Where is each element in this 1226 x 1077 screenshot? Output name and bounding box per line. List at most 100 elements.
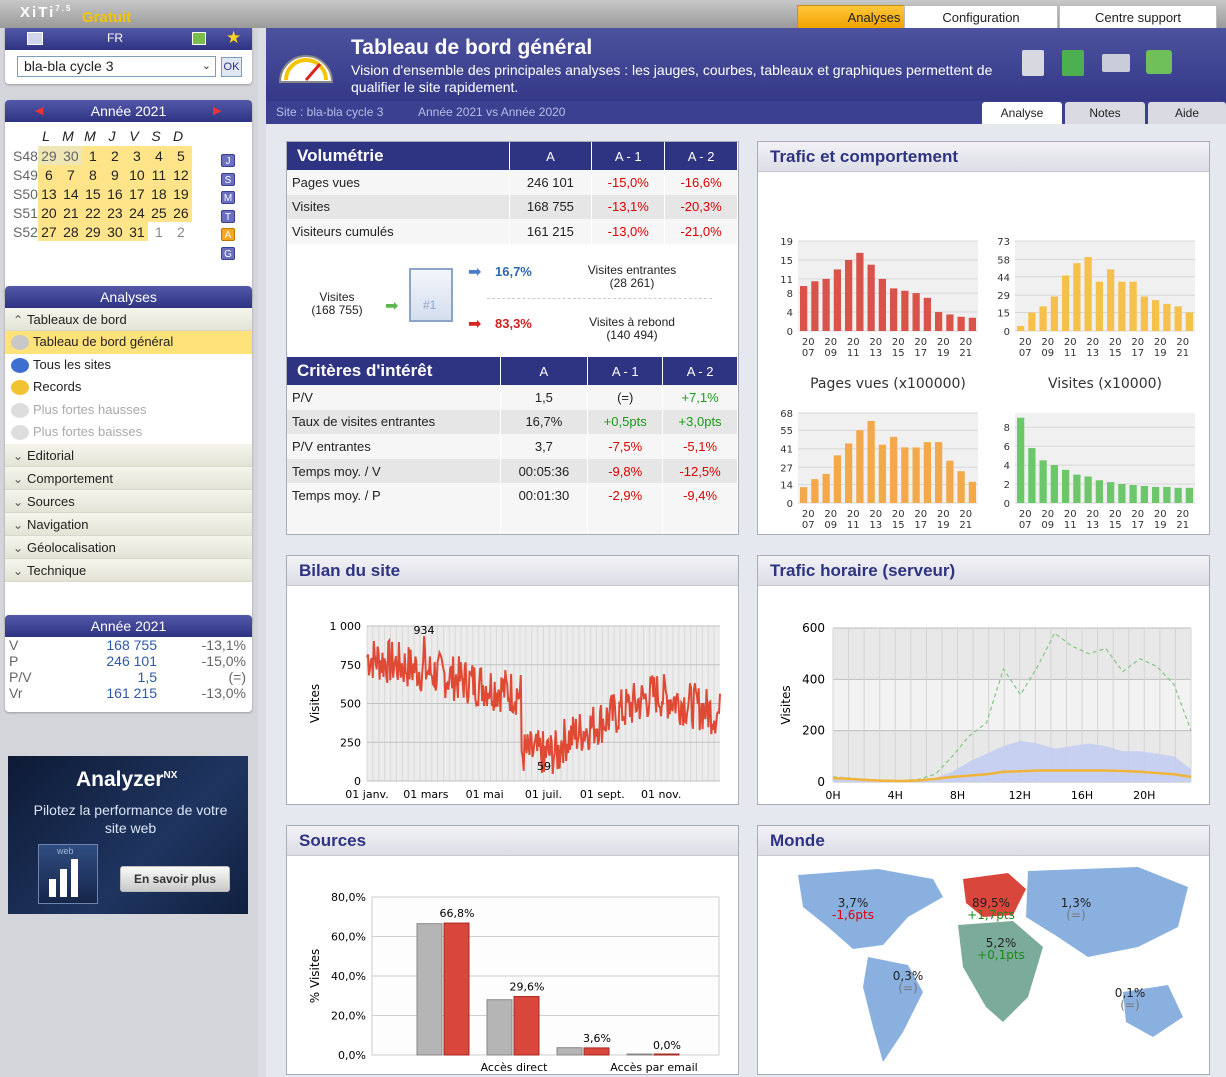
- week-number[interactable]: S48: [13, 147, 38, 164]
- bar[interactable]: [833, 269, 841, 331]
- bar[interactable]: [1073, 263, 1081, 331]
- map-asia[interactable]: [1026, 867, 1188, 957]
- map-north-america[interactable]: [798, 869, 943, 949]
- period-letter-button[interactable]: T: [221, 209, 235, 223]
- calendar-day[interactable]: 1: [155, 223, 163, 240]
- bar[interactable]: [912, 447, 920, 503]
- calendar-day[interactable]: 16: [103, 184, 126, 203]
- calendar-day[interactable]: 24: [125, 203, 148, 222]
- tab-analyse[interactable]: Analyse: [982, 102, 1062, 124]
- nav-item[interactable]: ⌃ Tableaux de bord: [5, 308, 252, 331]
- xiti-logo[interactable]: XiTi7.5: [20, 4, 73, 21]
- week-number[interactable]: S52: [13, 223, 38, 240]
- language-selector[interactable]: FR: [107, 31, 123, 45]
- bar[interactable]: [486, 999, 513, 1056]
- excel-export-icon[interactable]: [1062, 50, 1084, 76]
- nav-item[interactable]: ⌄ Navigation: [5, 512, 252, 536]
- bar[interactable]: [1062, 275, 1070, 331]
- bar[interactable]: [416, 923, 443, 1056]
- calendar-day[interactable]: 8: [81, 165, 104, 184]
- week-number[interactable]: S51: [13, 204, 38, 221]
- bar[interactable]: [1163, 486, 1171, 503]
- bar[interactable]: [1152, 486, 1160, 503]
- map-africa[interactable]: [958, 921, 1043, 1022]
- tab-support[interactable]: Centre support: [1059, 5, 1217, 28]
- period-letter-button[interactable]: J: [221, 154, 235, 167]
- period-letter-button[interactable]: G: [221, 246, 235, 260]
- bar[interactable]: [946, 314, 954, 331]
- bar[interactable]: [822, 278, 830, 331]
- bar[interactable]: [1017, 326, 1025, 331]
- period-letter-button[interactable]: A: [221, 228, 235, 241]
- bar[interactable]: [1174, 487, 1182, 503]
- week-number[interactable]: S49: [13, 166, 38, 183]
- bar[interactable]: [1107, 269, 1115, 331]
- tab-notes[interactable]: Notes: [1065, 102, 1145, 124]
- bar[interactable]: [1039, 306, 1047, 331]
- calendar-day[interactable]: 21: [59, 203, 82, 222]
- bar[interactable]: [890, 288, 898, 331]
- bar[interactable]: [833, 455, 841, 503]
- calendar-day[interactable]: 26: [169, 203, 192, 222]
- bar[interactable]: [800, 286, 808, 331]
- bar[interactable]: [811, 479, 819, 503]
- bar[interactable]: [1107, 482, 1115, 503]
- calendar-day[interactable]: 30: [59, 146, 82, 165]
- bar[interactable]: [1028, 448, 1036, 503]
- calendar-day[interactable]: 5: [169, 146, 192, 165]
- calendar-day[interactable]: 18: [147, 184, 170, 203]
- bar[interactable]: [1062, 469, 1070, 503]
- series-line[interactable]: [832, 769, 1192, 783]
- bar[interactable]: [626, 1053, 653, 1056]
- bar[interactable]: [1129, 485, 1137, 503]
- bar[interactable]: [968, 317, 976, 331]
- series-area[interactable]: [833, 740, 1191, 782]
- bar[interactable]: [443, 922, 470, 1056]
- bar[interactable]: [1095, 480, 1103, 503]
- pdf-export-icon[interactable]: [1022, 50, 1044, 76]
- bar[interactable]: [653, 1053, 680, 1056]
- calendar-day[interactable]: 31: [125, 222, 148, 241]
- bar[interactable]: [1185, 487, 1193, 503]
- bar[interactable]: [923, 442, 931, 503]
- learn-more-button[interactable]: En savoir plus: [120, 866, 230, 892]
- site-select[interactable]: bla-bla cycle 3 ⌄: [17, 56, 216, 77]
- bar[interactable]: [822, 473, 830, 503]
- bar[interactable]: [1185, 312, 1193, 331]
- analyzer-ad[interactable]: AnalyzerNX Pilotez la performance de vot…: [8, 756, 248, 914]
- email-icon[interactable]: [1102, 54, 1130, 72]
- bar[interactable]: [890, 436, 898, 503]
- bar[interactable]: [856, 252, 864, 331]
- map-europe[interactable]: [963, 873, 1026, 917]
- nav-item[interactable]: ⌄ Technique: [5, 558, 252, 582]
- bar[interactable]: [968, 481, 976, 503]
- bar[interactable]: [556, 1047, 583, 1056]
- bar[interactable]: [583, 1047, 610, 1056]
- bar[interactable]: [1050, 465, 1058, 503]
- bar[interactable]: [912, 293, 920, 331]
- nav-item[interactable]: Plus fortes hausses: [5, 398, 252, 422]
- bar[interactable]: [1118, 281, 1126, 331]
- bar[interactable]: [1140, 485, 1148, 503]
- calendar-day[interactable]: 29: [81, 222, 104, 241]
- prev-year-arrow-icon[interactable]: ◀: [35, 105, 44, 117]
- ok-button[interactable]: OK: [221, 57, 242, 77]
- calendar-day[interactable]: 27: [37, 222, 60, 241]
- nav-item[interactable]: Plus fortes baisses: [5, 421, 252, 444]
- nav-item[interactable]: ⌄ Comportement: [5, 466, 252, 490]
- period-letter-button[interactable]: M: [221, 191, 235, 204]
- bar[interactable]: [935, 312, 943, 331]
- nav-item[interactable]: Tableau de bord général: [5, 331, 252, 354]
- calendar-day[interactable]: 30: [103, 222, 126, 241]
- bar[interactable]: [901, 290, 909, 331]
- add-bookmark-icon[interactable]: [192, 32, 206, 45]
- series-line[interactable]: [366, 636, 721, 774]
- bar[interactable]: [1039, 460, 1047, 503]
- bar[interactable]: [1073, 474, 1081, 503]
- bar[interactable]: [935, 442, 943, 503]
- bar[interactable]: [1050, 296, 1058, 331]
- calendar-day[interactable]: 10: [125, 165, 148, 184]
- favorite-star-icon[interactable]: ★: [226, 28, 242, 47]
- screen-icon[interactable]: [27, 32, 43, 45]
- bar[interactable]: [856, 430, 864, 503]
